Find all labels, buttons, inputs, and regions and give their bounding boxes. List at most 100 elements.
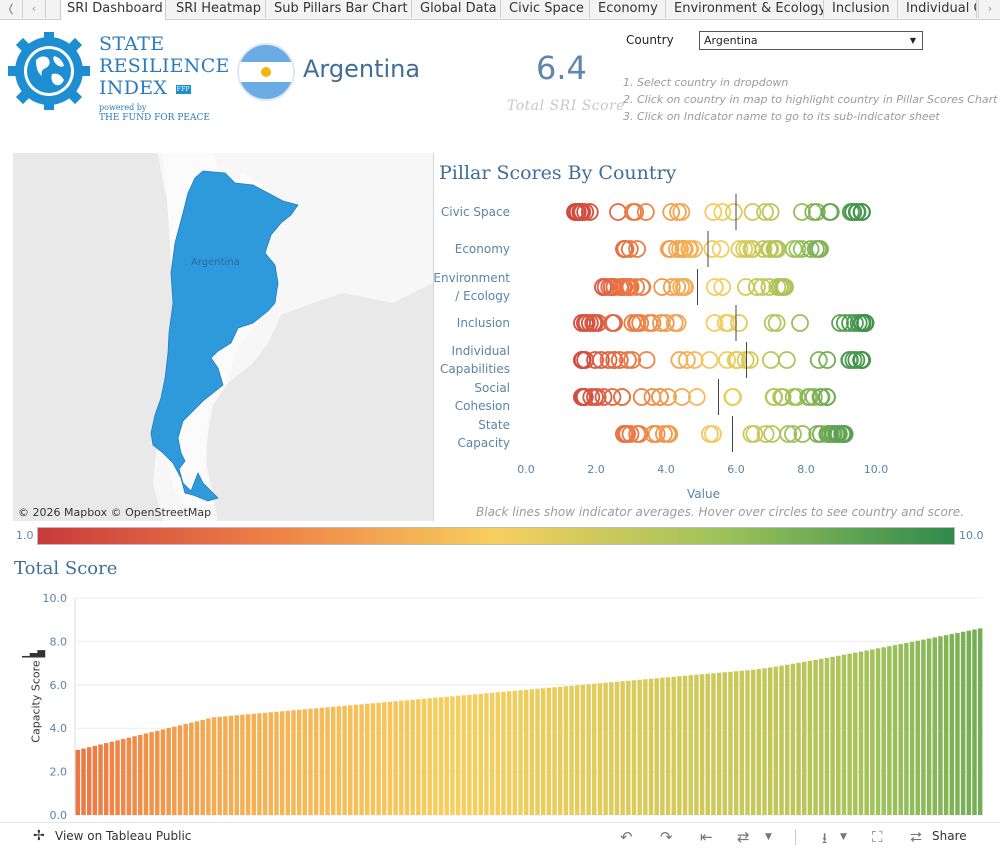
- pillar-label-1[interactable]: Economy: [454, 242, 510, 256]
- score-circle[interactable]: [724, 388, 742, 406]
- score-circle[interactable]: [753, 278, 772, 296]
- score-circle[interactable]: [776, 278, 794, 296]
- score-circle[interactable]: [616, 240, 635, 258]
- total-score-bar[interactable]: [81, 748, 86, 815]
- score-circle[interactable]: [745, 425, 764, 443]
- score-circle[interactable]: [807, 203, 826, 221]
- total-score-bar[interactable]: [359, 704, 364, 815]
- score-circle[interactable]: [668, 314, 687, 332]
- total-score-bar[interactable]: [807, 660, 813, 815]
- total-score-bar[interactable]: [308, 708, 313, 815]
- total-score-bar[interactable]: [444, 696, 449, 815]
- score-circle[interactable]: [594, 388, 613, 406]
- total-score-bar[interactable]: [523, 689, 529, 815]
- score-circle[interactable]: [730, 240, 749, 258]
- total-score-bar[interactable]: [802, 661, 807, 815]
- pillar-row-0[interactable]: [566, 194, 871, 230]
- score-circle[interactable]: [788, 240, 807, 258]
- total-score-bar[interactable]: [461, 695, 466, 815]
- score-circle[interactable]: [627, 278, 645, 296]
- tab-global-data[interactable]: Global Data: [414, 0, 501, 18]
- total-score-bar[interactable]: [478, 693, 483, 815]
- score-circle[interactable]: [685, 240, 703, 258]
- score-circle[interactable]: [576, 203, 595, 221]
- score-circle[interactable]: [687, 388, 706, 406]
- total-score-bar[interactable]: [166, 728, 171, 815]
- revert-icon[interactable]: ⇤: [700, 828, 713, 846]
- total-score-bar[interactable]: [643, 679, 648, 815]
- total-score-bar[interactable]: [245, 714, 251, 815]
- total-score-bar[interactable]: [285, 710, 291, 815]
- view-on-tableau-link[interactable]: View on Tableau Public: [55, 829, 192, 843]
- total-score-bar[interactable]: [98, 744, 103, 815]
- total-score-bar[interactable]: [739, 670, 745, 815]
- total-score-bar[interactable]: [155, 730, 160, 815]
- score-circle[interactable]: [767, 314, 786, 332]
- total-score-bar[interactable]: [637, 679, 642, 815]
- total-score-bar[interactable]: [382, 702, 387, 815]
- total-score-bar[interactable]: [234, 715, 239, 815]
- total-score-bar[interactable]: [353, 704, 359, 815]
- total-score-bar[interactable]: [665, 677, 671, 815]
- score-circle[interactable]: [599, 351, 618, 369]
- total-score-bar[interactable]: [376, 702, 381, 815]
- score-circle[interactable]: [626, 203, 645, 221]
- total-score-bar[interactable]: [626, 680, 631, 815]
- score-circle[interactable]: [724, 203, 743, 221]
- total-score-bar[interactable]: [892, 645, 898, 815]
- score-circle[interactable]: [651, 388, 669, 406]
- tabs-next-icon[interactable]: ›: [978, 0, 1000, 18]
- country-map[interactable]: Argentina: [13, 153, 434, 521]
- total-score-bar[interactable]: [495, 692, 501, 815]
- total-score-bar[interactable]: [115, 740, 120, 815]
- total-score-bar[interactable]: [694, 674, 699, 815]
- total-score-bar[interactable]: [762, 668, 767, 815]
- score-circle[interactable]: [818, 351, 837, 369]
- total-score-bar[interactable]: [325, 707, 330, 815]
- total-score-bar[interactable]: [620, 681, 625, 815]
- total-score-bar[interactable]: [660, 677, 665, 815]
- total-score-bar[interactable]: [404, 700, 410, 815]
- total-score-bar[interactable]: [592, 683, 597, 815]
- score-circle[interactable]: [586, 351, 604, 369]
- total-score-bar[interactable]: [75, 749, 81, 815]
- score-circle[interactable]: [700, 351, 719, 369]
- score-circle[interactable]: [633, 278, 652, 296]
- tab-environment-ecology[interactable]: Environment & Ecology: [668, 0, 824, 18]
- score-circle[interactable]: [793, 425, 812, 443]
- total-score-bar[interactable]: [279, 711, 285, 815]
- total-score-bar[interactable]: [648, 678, 654, 815]
- score-circle[interactable]: [763, 314, 782, 332]
- score-circle[interactable]: [618, 351, 637, 369]
- total-score-bar[interactable]: [609, 682, 614, 815]
- pillar-label-3[interactable]: Inclusion: [456, 316, 510, 330]
- total-score-bar[interactable]: [864, 650, 869, 815]
- total-score-bar[interactable]: [716, 672, 722, 815]
- score-circle[interactable]: [804, 203, 823, 221]
- score-circle[interactable]: [632, 388, 651, 406]
- total-score-bar[interactable]: [557, 686, 563, 815]
- total-score-bar[interactable]: [313, 708, 319, 815]
- score-circle[interactable]: [662, 278, 681, 296]
- score-circle[interactable]: [740, 351, 759, 369]
- score-circle[interactable]: [761, 203, 780, 221]
- total-score-bar[interactable]: [614, 681, 620, 815]
- total-score-bar[interactable]: [92, 745, 98, 815]
- score-circle[interactable]: [610, 351, 629, 369]
- total-score-bar[interactable]: [881, 647, 886, 815]
- total-score-bar[interactable]: [575, 685, 580, 815]
- score-circle[interactable]: [713, 203, 732, 221]
- country-dropdown[interactable]: Argentina ▼: [699, 31, 923, 50]
- total-score-bar[interactable]: [433, 697, 438, 815]
- total-score-bar[interactable]: [546, 687, 552, 815]
- total-score-bar[interactable]: [847, 653, 852, 815]
- total-score-bar[interactable]: [518, 690, 523, 815]
- score-circle[interactable]: [791, 314, 809, 332]
- score-circle[interactable]: [821, 203, 840, 221]
- tab-sri-dashboard[interactable]: SRI Dashboard: [60, 0, 166, 20]
- total-score-bar[interactable]: [149, 732, 154, 815]
- total-score-bar[interactable]: [597, 683, 603, 815]
- score-circle[interactable]: [628, 240, 647, 258]
- tabs-prev-icon[interactable]: ‹: [23, 0, 46, 18]
- score-circle[interactable]: [609, 203, 627, 221]
